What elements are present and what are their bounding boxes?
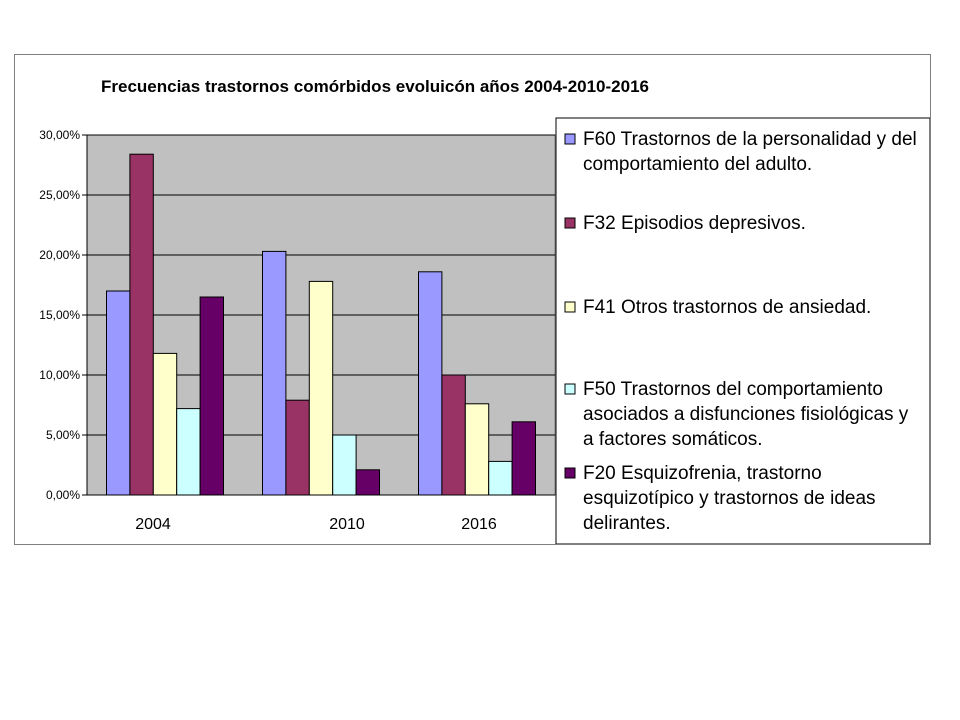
bar[interactable] (488, 460, 513, 496)
legend-item[interactable]: F60 Trastornos de la personalidad y del c… (564, 129, 917, 175)
bar[interactable] (355, 469, 381, 496)
legend-label: a factores somáticos. (583, 429, 763, 450)
bar[interactable] (129, 153, 154, 496)
legend-label: asociados a disfunciones fisiológicas y (583, 404, 909, 425)
bar[interactable] (332, 434, 357, 496)
legend-swatch (564, 301, 576, 313)
legend-item[interactable]: F32 Episodios depresivos. (564, 213, 806, 234)
y-tick-label: 5,00% (46, 428, 80, 442)
legend-swatch (564, 217, 576, 229)
x-category-label: 2016 (461, 516, 497, 533)
legend-swatch (564, 133, 576, 145)
y-tick-label: 25,00% (39, 188, 80, 202)
legend-item[interactable]: F50 Trastornos del comportamiento asociad… (564, 379, 909, 450)
y-tick-label: 20,00% (39, 248, 80, 262)
bar[interactable] (152, 352, 178, 496)
legend-label: F32 Episodios depresivos. (583, 213, 806, 234)
legend-item[interactable]: F20 Esquizofrenia, trastorno esquizotípic… (564, 463, 876, 534)
legend-label: comportamiento del adulto. (583, 154, 812, 175)
plot-area: 0,00% 5,00% 10,00% 15,00% 20,00% 25,00% 30,00%… (39, 128, 556, 533)
bar[interactable] (464, 403, 490, 496)
legend-swatch (564, 383, 576, 395)
legend-swatch (564, 467, 576, 479)
chart-frame: Frecuencias trastornos comórbidos evolui… (14, 54, 931, 545)
x-category-label: 2004 (135, 516, 171, 533)
bar[interactable] (199, 296, 225, 496)
legend-box (555, 117, 930, 544)
bar[interactable] (441, 374, 466, 496)
x-category-label: 2010 (329, 516, 365, 533)
bar[interactable] (285, 399, 310, 496)
bar[interactable] (106, 290, 131, 496)
bar[interactable] (308, 280, 334, 496)
y-tick-label: 10,00% (39, 368, 80, 382)
legend-label: delirantes. (583, 513, 671, 534)
legend-item[interactable]: F41 Otros trastornos de ansiedad. (564, 297, 871, 318)
legend-label: F60 Trastornos de la personalidad y del (583, 129, 917, 150)
y-tick-label: 30,00% (39, 128, 80, 142)
chart-svg: Frecuencias trastornos comórbidos evolui… (39, 77, 930, 544)
legend-label: esquizotípico y trastornos de ideas (583, 488, 876, 509)
chart-title: Frecuencias trastornos comórbidos evolui… (101, 77, 649, 96)
legend-label: F50 Trastornos del comportamiento (583, 379, 883, 400)
bar[interactable] (418, 271, 443, 496)
y-tick-label: 0,00% (46, 488, 80, 502)
bar[interactable] (176, 408, 201, 496)
legend-label: F41 Otros trastornos de ansiedad. (583, 297, 871, 318)
legend-label: F20 Esquizofrenia, trastorno (583, 463, 822, 484)
bar[interactable] (262, 250, 287, 496)
y-tick-label: 15,00% (39, 308, 80, 322)
legend: F60 Trastornos de la personalidad y del c… (555, 117, 930, 544)
bar[interactable] (511, 421, 537, 496)
